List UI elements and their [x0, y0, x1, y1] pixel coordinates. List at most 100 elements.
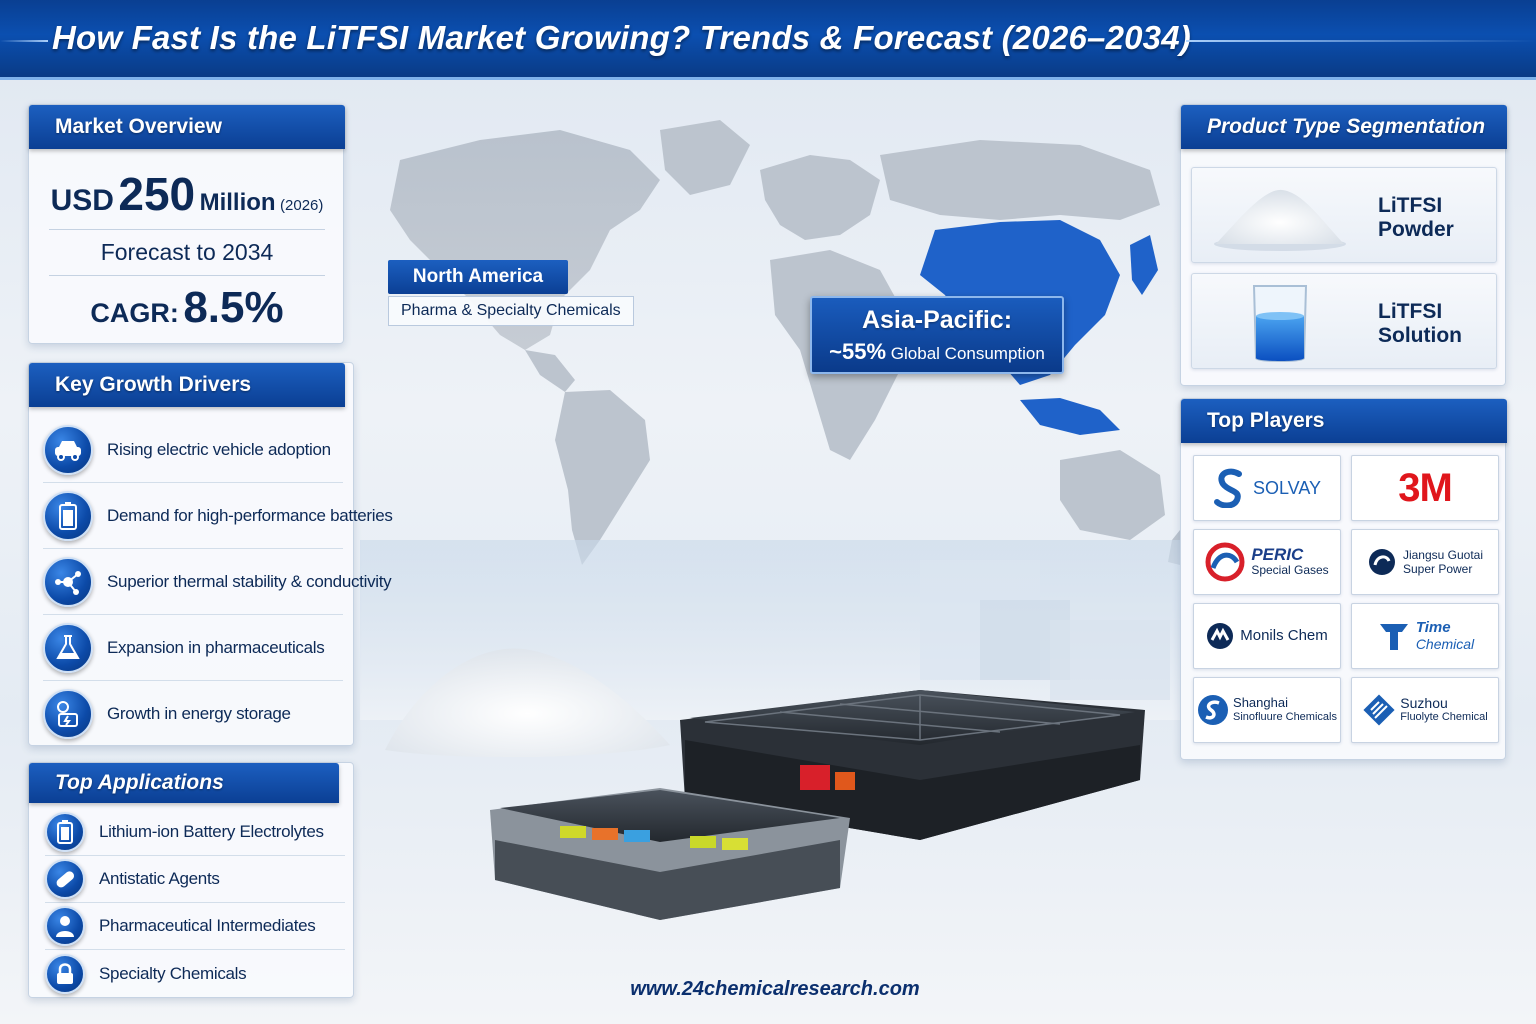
battery-icon: [45, 812, 85, 852]
list-item: Specialty Chemicals: [45, 950, 345, 997]
page-title: How Fast Is the LiTFSI Market Growing? T…: [52, 19, 1191, 56]
player-sub: Super Power: [1402, 562, 1473, 576]
header-line-left: [0, 40, 48, 42]
player-name: PERIC: [1251, 545, 1304, 564]
top-applications-panel: Top Applications Lithium-ion Battery Ele…: [28, 762, 354, 998]
monils-logo-icon: [1207, 623, 1234, 649]
asia-pacific-title: Asia-Pacific:: [861, 306, 1013, 334]
market-size: USD 250 Million (2026): [29, 167, 345, 221]
map-south-america: [555, 390, 650, 565]
segment-line1: LiTFSI: [1378, 300, 1443, 323]
market-size-currency: USD: [50, 184, 114, 217]
map-indonesia: [1020, 398, 1120, 435]
segment-line1: LiTFSI: [1378, 194, 1443, 217]
overview-divider: [49, 275, 325, 276]
fluolyte-logo-icon: [1363, 694, 1395, 726]
list-item: Lithium-ion Battery Electrolytes: [45, 809, 345, 856]
player-sub: Chemical: [1415, 636, 1475, 652]
player-card-3m: 3M: [1351, 455, 1499, 521]
north-america-title: North America: [388, 260, 568, 294]
player-name: Time: [1415, 619, 1451, 636]
map-greenland: [660, 120, 750, 195]
player-text: PERIC Special Gases: [1251, 545, 1328, 577]
driver-label: Rising electric vehicle adoption: [107, 439, 331, 459]
header-banner: How Fast Is the LiTFSI Market Growing? T…: [0, 0, 1536, 80]
player-card-monils-chem: Monils Chem: [1193, 603, 1341, 669]
map-north-asia: [880, 140, 1160, 220]
flask-icon: [43, 622, 93, 673]
map-europe: [760, 155, 880, 240]
north-america-callout: North America Pharma & Specialty Chemica…: [388, 260, 634, 326]
list-item: Expansion in pharmaceuticals: [43, 615, 343, 681]
top-players-panel: Top Players SOLVAY 3M PERIC Special Gase…: [1180, 398, 1507, 760]
application-label: Specialty Chemicals: [99, 963, 247, 983]
map-australia: [1060, 450, 1165, 540]
segment-card-solution: LiTFSI Solution: [1191, 273, 1497, 369]
top-players-title: Top Players: [1181, 399, 1507, 443]
cagr-label: CAGR:: [90, 298, 179, 328]
market-overview-panel: Market Overview USD 250 Million (2026) F…: [28, 104, 345, 344]
molecule-icon: [43, 556, 93, 607]
player-sub: Fluolyte Chemical: [1400, 711, 1488, 723]
asia-pacific-callout: Asia-Pacific: ~55% Global Consumption: [810, 296, 1064, 374]
applications-list: Lithium-ion Battery Electrolytes Antista…: [45, 809, 345, 997]
player-text: Shanghai Sinofluure Chemicals: [1233, 696, 1337, 724]
map-north-america: [390, 130, 660, 350]
top-applications-title: Top Applications: [29, 763, 339, 803]
segment-line2: Powder: [1378, 218, 1454, 241]
growth-drivers-panel: Key Growth Drivers Rising electric vehic…: [28, 362, 393, 747]
player-card-shanghai-sinofluure: Shanghai Sinofluure Chemicals: [1193, 677, 1341, 743]
beaker-icon: [1252, 285, 1308, 362]
application-label: Antistatic Agents: [99, 869, 220, 888]
player-card-jiangsu-guotai: Jiangsu Guotai Super Power: [1351, 529, 1499, 595]
segment-line2: Solution: [1378, 324, 1462, 347]
player-card-time-chemical: Time Chemical: [1351, 603, 1499, 669]
market-size-unit: Million: [199, 189, 276, 216]
driver-label: Superior thermal stability & conductivit…: [107, 571, 392, 591]
market-size-value: 250: [118, 168, 196, 220]
product-segmentation-panel: Product Type Segmentation LiTFSI Powder …: [1180, 104, 1507, 386]
battery-scene-illustration: [360, 540, 1180, 920]
list-item: Superior thermal stability & conductivit…: [43, 549, 392, 615]
player-name: Suzhou: [1400, 695, 1448, 711]
driver-label: Growth in energy storage: [107, 704, 291, 723]
list-item: Rising electric vehicle adoption: [43, 417, 343, 483]
cagr: CAGR: 8.5%: [29, 283, 345, 333]
list-item: Antistatic Agents: [45, 856, 345, 903]
list-item: Growth in energy storage: [43, 681, 343, 747]
battery-pack-small: [490, 788, 850, 920]
segment-card-powder: LiTFSI Powder: [1191, 167, 1497, 263]
application-label: Pharmaceutical Intermediates: [99, 916, 316, 935]
cagr-value: 8.5%: [183, 283, 284, 332]
overview-divider: [49, 229, 325, 230]
application-label: Lithium-ion Battery Electrolytes: [99, 822, 324, 841]
segment-label: LiTFSI Solution: [1378, 300, 1462, 348]
footer-url[interactable]: www.24chemicalresearch.com: [630, 978, 920, 1000]
player-card-suzhou-fluolyte: Suzhou Fluolyte Chemical: [1351, 677, 1499, 743]
peric-logo-icon: [1205, 542, 1245, 582]
car-icon: [43, 424, 93, 475]
asia-pacific-subtitle: Global Consumption: [890, 344, 1045, 363]
market-overview-title: Market Overview: [29, 105, 345, 149]
map-japan: [1130, 235, 1158, 295]
person-icon: [45, 906, 85, 946]
battery-icon: [43, 490, 93, 541]
energy-storage-icon: [43, 689, 93, 739]
header-line-right: [1186, 40, 1536, 42]
solvay-logo-icon: [1213, 468, 1242, 508]
player-card-peric: PERIC Special Gases: [1193, 529, 1341, 595]
segment-label: LiTFSI Powder: [1378, 194, 1454, 242]
asia-pacific-share-line: ~55% Global Consumption: [812, 339, 1062, 365]
player-name: 3M: [1398, 466, 1453, 510]
lock-icon: [45, 953, 85, 994]
powder-pile-icon: [1214, 189, 1346, 251]
player-text: Suzhou Fluolyte Chemical: [1400, 696, 1487, 724]
driver-label: Expansion in pharmaceuticals: [107, 637, 325, 657]
player-name: Monils Chem: [1240, 627, 1328, 644]
forecast-label: Forecast to 2034: [100, 239, 274, 265]
player-card-solvay: SOLVAY: [1193, 455, 1341, 521]
sinofluure-logo-icon: [1198, 695, 1229, 725]
player-name: Shanghai: [1233, 695, 1288, 710]
player-text: Time Chemical: [1415, 619, 1475, 653]
litfsi-powder-pile: [385, 648, 670, 758]
